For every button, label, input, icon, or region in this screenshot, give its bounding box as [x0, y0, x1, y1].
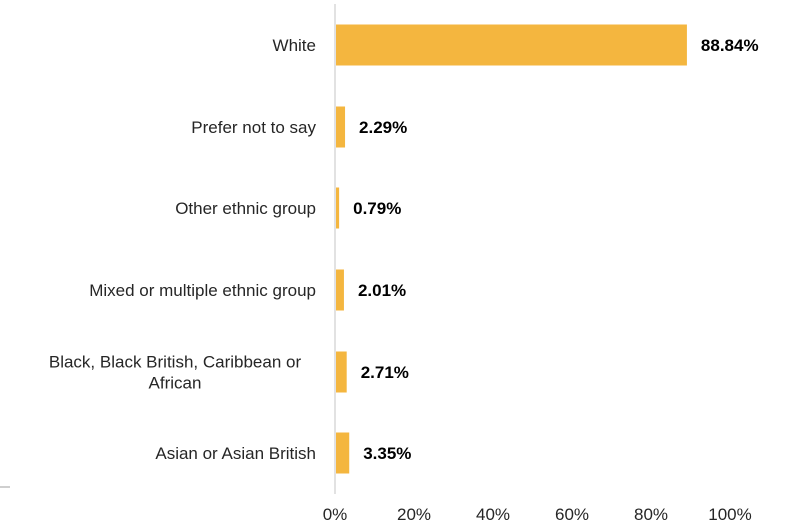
x-tick-label-1: 20%: [397, 505, 431, 524]
bar-4: [336, 351, 347, 393]
bar-0: [336, 24, 687, 66]
category-label-2: Other ethnic group: [175, 199, 316, 218]
category-label-3: Mixed or multiple ethnic group: [89, 281, 316, 300]
bar-3: [336, 269, 344, 311]
category-label-line: African: [149, 374, 202, 393]
category-label-5: Asian or Asian British: [155, 444, 316, 463]
x-tick-labels: 0% 20% 40% 60% 80% 100%: [323, 505, 752, 524]
category-label-line: Black, Black British, Caribbean or: [49, 353, 302, 372]
value-label-5: 3.35%: [363, 444, 411, 463]
category-labels: White Prefer not to say Other ethnic group…: [49, 36, 317, 463]
value-labels: 88.84% 2.29% 0.79% 2.01% 2.71% 3.35%: [353, 36, 758, 463]
x-tick-label-2: 40%: [476, 505, 510, 524]
category-label-1: Prefer not to say: [191, 118, 316, 137]
category-label-0: White: [273, 36, 316, 55]
value-label-0: 88.84%: [701, 36, 759, 55]
x-tick-label-5: 100%: [708, 505, 751, 524]
bar-5: [336, 432, 350, 474]
value-label-4: 2.71%: [361, 363, 409, 382]
value-label-1: 2.29%: [359, 118, 407, 137]
x-tick-label-4: 80%: [634, 505, 668, 524]
value-label-3: 2.01%: [358, 281, 406, 300]
bar-1: [336, 106, 346, 148]
category-label-4: Black, Black British, Caribbean or Africa…: [49, 353, 302, 393]
value-label-2: 0.79%: [353, 199, 401, 218]
x-tick-label-3: 60%: [555, 505, 589, 524]
bars-group: [336, 24, 687, 474]
bar-2: [336, 187, 340, 229]
x-tick-label-0: 0%: [323, 505, 348, 524]
